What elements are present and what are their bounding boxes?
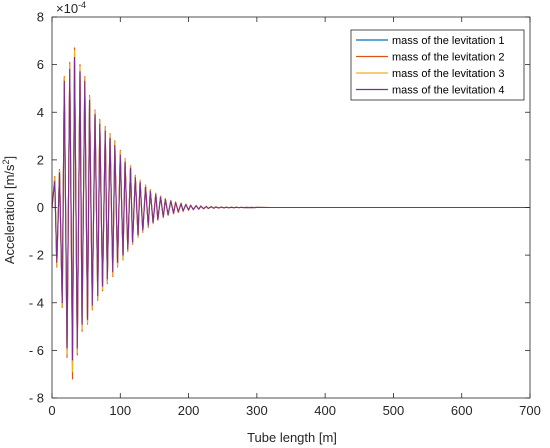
y-tick-label: - 2 bbox=[29, 248, 44, 263]
y-tick-label: 0 bbox=[37, 200, 44, 215]
y-tick-label: 8 bbox=[37, 10, 44, 25]
x-tick-label: 400 bbox=[314, 403, 336, 418]
y-multiplier-label: ×10-4 bbox=[56, 0, 86, 16]
y-tick-label: 4 bbox=[37, 105, 44, 120]
y-tick-label: 6 bbox=[37, 57, 44, 72]
y-axis-label-main: Acceleration [m/s bbox=[2, 164, 17, 264]
y-axis-label-end: ] bbox=[2, 156, 17, 160]
legend-label-4: mass of the levitation 4 bbox=[392, 85, 505, 97]
y-tick-label: - 6 bbox=[29, 343, 44, 358]
y-multiplier-base: ×10 bbox=[56, 1, 78, 16]
y-axis-label-sup: 2 bbox=[1, 159, 11, 164]
series-layer bbox=[51, 47, 530, 380]
legend-label-3: mass of the levitation 3 bbox=[392, 68, 505, 80]
y-tick-label: 2 bbox=[37, 152, 44, 167]
y-tick-label: - 8 bbox=[29, 391, 44, 406]
series-line-4 bbox=[51, 56, 530, 361]
ticks-layer: 0 100 200 300 400 500 600 700 - 8 - 6 - 4 - 2 0 2 4 6 8 bbox=[29, 10, 541, 419]
x-tick-label: 0 bbox=[48, 403, 55, 418]
x-tick-label: 700 bbox=[519, 403, 541, 418]
y-tick-label: - 4 bbox=[29, 295, 44, 310]
legend-label-1: mass of the levitation 1 bbox=[392, 35, 505, 47]
y-multiplier-exponent: -4 bbox=[78, 0, 86, 10]
x-tick-label: 500 bbox=[383, 403, 405, 418]
x-tick-label: 100 bbox=[109, 403, 131, 418]
y-axis-label: Acceleration [m/s2] bbox=[1, 156, 17, 264]
x-tick-label: 200 bbox=[178, 403, 200, 418]
legend-label-2: mass of the levitation 2 bbox=[392, 52, 505, 64]
legend-box bbox=[350, 29, 525, 101]
x-axis-label: Tube length [m] bbox=[247, 430, 337, 445]
x-tick-label: 300 bbox=[246, 403, 268, 418]
x-tick-label: 600 bbox=[451, 403, 473, 418]
legend: mass of the levitation 1 mass of the levi… bbox=[350, 29, 525, 101]
